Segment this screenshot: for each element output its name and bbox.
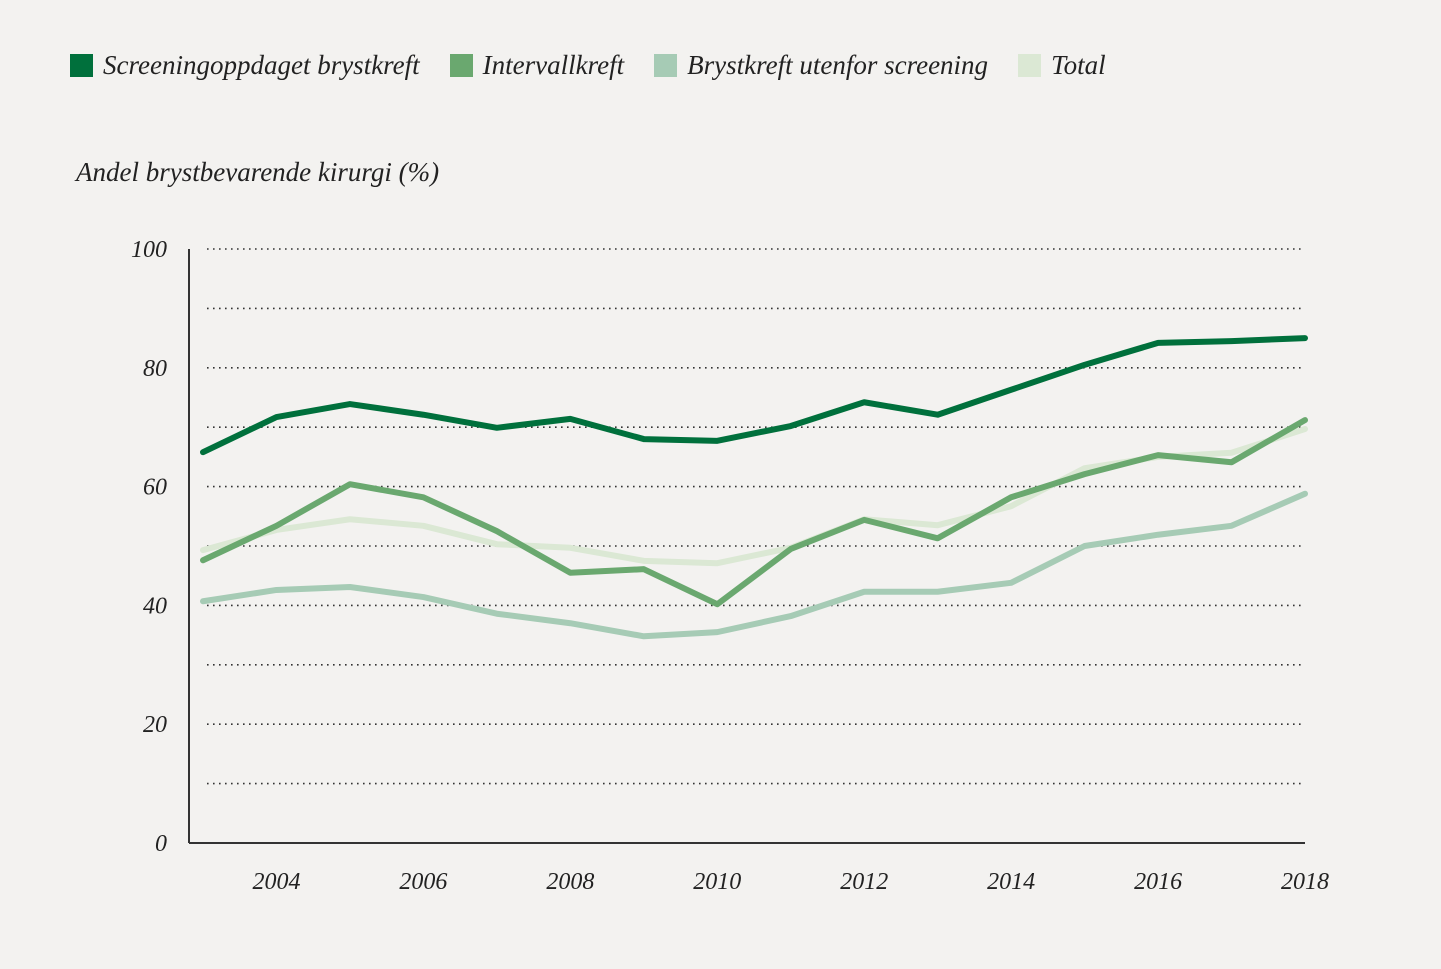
x-tick-label: 2010: [693, 869, 741, 895]
legend-swatch: [70, 54, 93, 77]
legend-swatch: [449, 54, 473, 77]
legend: Screeningoppdaget brystkreft Intervallkr…: [70, 50, 1136, 81]
legend-swatch: [1018, 54, 1042, 77]
legend-label: Intervallkreft: [482, 50, 625, 80]
legend-item-utenfor: Brystkreft utenfor screening: [654, 50, 988, 81]
series-line-2: [200, 490, 1308, 640]
legend-item-intervall: Intervallkreft: [449, 50, 625, 81]
x-tick-label: 2006: [399, 869, 447, 895]
series-line-0: [200, 335, 1308, 456]
y-tick-label: 60: [143, 475, 167, 501]
x-tick-label: 2016: [1134, 869, 1182, 895]
legend-item-screening: Screeningoppdaget brystkreft: [70, 50, 420, 81]
y-tick-label: 20: [143, 712, 167, 738]
y-axis-title: Andel brystbevarende kirurgi (%): [76, 157, 440, 187]
x-tick-label: 2004: [252, 869, 300, 895]
legend-item-total: Total: [1018, 50, 1106, 81]
series-line-3: [200, 425, 1308, 567]
legend-swatch: [654, 54, 678, 77]
y-tick-label: 0: [155, 831, 167, 857]
x-tick-label: 2012: [840, 869, 888, 895]
y-tick-label: 100: [131, 237, 167, 263]
x-tick-label: 2008: [546, 869, 594, 895]
x-tick-label: 2018: [1281, 869, 1329, 895]
y-tick-label: 80: [143, 356, 167, 382]
legend-label: Total: [1051, 50, 1106, 80]
series-line-1: [200, 417, 1308, 608]
legend-label: Screeningoppdaget brystkreft: [103, 50, 420, 80]
legend-label: Brystkreft utenfor screening: [687, 50, 989, 80]
y-tick-label: 40: [143, 593, 167, 619]
x-tick-label: 2014: [987, 869, 1035, 895]
